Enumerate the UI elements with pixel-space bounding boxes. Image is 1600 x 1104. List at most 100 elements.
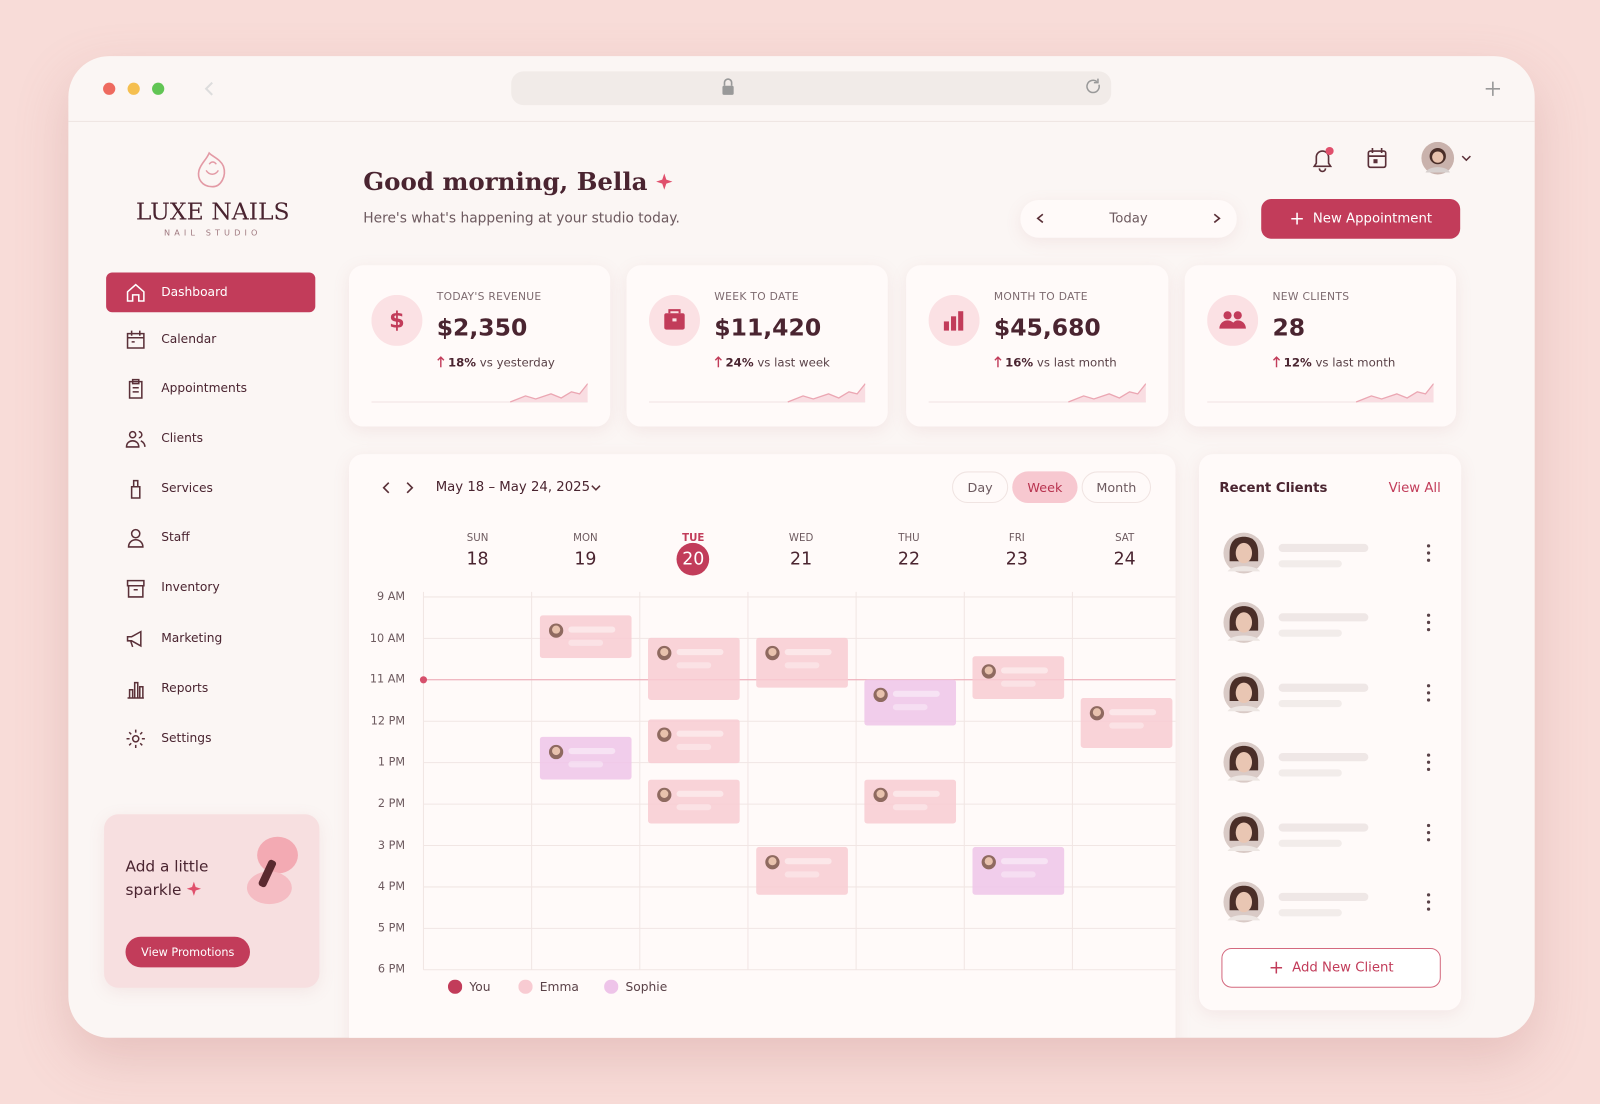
day-date: 22 (897, 548, 921, 570)
nav-item[interactable]: Clients (106, 418, 315, 458)
nav-icon (126, 579, 145, 598)
stat-change-value: 18% (447, 355, 477, 370)
up-arrow (437, 356, 445, 368)
nav-label: Clients (161, 430, 204, 445)
nav-label: Reports (161, 680, 209, 695)
nav-item[interactable]: Inventory (106, 567, 315, 607)
stat-comparison: vs last month (1036, 355, 1117, 370)
stat-label: MONTH TO DATE (993, 290, 1088, 304)
nav-item[interactable]: Calendar (106, 319, 315, 359)
day-date: 21 (790, 548, 813, 570)
new-appointment-button[interactable]: + New Appointment (1261, 198, 1461, 239)
legend-label: Sophie (625, 979, 668, 994)
stat-change: 12% vs last month (1272, 355, 1395, 369)
date-label[interactable]: Today (1109, 211, 1148, 227)
appointment-block (756, 637, 848, 688)
week-arrows[interactable] (377, 480, 426, 496)
logo-icon (197, 151, 226, 188)
appointment-block (972, 656, 1065, 699)
appointment-block (539, 736, 632, 780)
view-promotions-button[interactable]: View Promotions (125, 936, 250, 968)
time-label: 1 PM (377, 755, 406, 769)
view-toggle[interactable]: Month (1081, 471, 1152, 504)
day-date: 23 (1005, 548, 1028, 570)
nav-label: Inventory (161, 579, 220, 594)
nav-label: Dashboard (161, 284, 228, 299)
client-row (1223, 811, 1431, 853)
stat-value: $2,350 (436, 315, 528, 342)
nav-item[interactable]: Marketing (106, 618, 315, 658)
day-name: THU (898, 532, 920, 544)
up-arrow (994, 356, 1002, 368)
stat-label: NEW CLIENTS (1272, 290, 1350, 304)
day-name: TUE (682, 532, 705, 544)
time-label: 4 PM (377, 879, 406, 894)
appointment-block (756, 846, 848, 895)
stat-comparison: vs last month (1315, 355, 1396, 370)
title-bar (68, 71, 1535, 122)
day-name: SAT (1115, 532, 1135, 544)
date-navigator: Today (1020, 199, 1237, 238)
stat-comparison: vs yesterday (479, 355, 555, 370)
stat-value: $45,680 (993, 315, 1101, 342)
add-client-button[interactable]: + Add New Client (1221, 947, 1441, 988)
sparkline (371, 383, 588, 403)
nav-icon (126, 729, 145, 748)
nav-icon (126, 630, 142, 648)
svg-text:$: $ (389, 308, 405, 334)
legend-label: Emma (539, 979, 579, 994)
stat-change-value: 24% (725, 355, 754, 370)
nav-item[interactable]: Settings (106, 718, 315, 758)
stat-change: 16% vs last month (994, 355, 1117, 369)
range-chevron[interactable] (590, 483, 602, 493)
nav-label: Staff (161, 529, 190, 544)
legend-dot (447, 979, 463, 994)
promo-image (246, 836, 298, 905)
prev-day[interactable] (1035, 212, 1047, 224)
view-all-link[interactable]: View All (1388, 480, 1441, 496)
promo-text: Add a little sparkle (125, 857, 209, 899)
time-label: 6 PM (377, 962, 406, 976)
recent-clients-card: Recent Clients View All + Add New Client (1198, 454, 1462, 1011)
stat-card: NEW CLIENTS 28 12% vs last month (1184, 265, 1457, 427)
client-row (1223, 672, 1431, 714)
appointment-block (864, 779, 957, 824)
up-arrow (714, 356, 722, 368)
legend-dot (518, 979, 533, 994)
time-label: 5 PM (377, 921, 406, 935)
browser-window: LUXE NAILS NAIL STUDIO Dashboard Calendar… (68, 56, 1535, 1038)
nav-item[interactable]: Staff (106, 517, 315, 557)
stat-icon (1207, 294, 1259, 346)
header-icons (1312, 141, 1471, 175)
nav-item[interactable]: Services (106, 468, 315, 508)
time-label: 12 PM (370, 714, 406, 728)
nav-icon (125, 430, 146, 448)
view-toggle[interactable]: Week (1012, 471, 1078, 504)
client-row (1223, 881, 1431, 923)
nav-item[interactable]: Reports (106, 668, 315, 708)
nav-icon (126, 283, 145, 302)
nav-icon (127, 681, 144, 699)
appointment-block (972, 846, 1065, 895)
stat-change-value: 16% (1005, 355, 1034, 370)
nav-item[interactable]: Appointments (106, 368, 315, 408)
time-label: 2 PM (377, 796, 406, 811)
nav-item[interactable]: Dashboard (106, 272, 316, 313)
stat-value: 28 (1272, 315, 1306, 342)
day-name: MON (573, 532, 598, 544)
stat-change-value: 12% (1283, 355, 1312, 370)
greeting: Good morning, Bella (363, 166, 673, 196)
view-toggle[interactable]: Day (952, 471, 1009, 504)
next-day[interactable] (1210, 212, 1222, 224)
nav-label: Appointments (161, 380, 248, 395)
week-range[interactable]: May 18 – May 24, 2025 (435, 479, 591, 495)
appointment-block (647, 637, 740, 700)
client-row (1223, 742, 1431, 783)
time-label: 10 AM (369, 631, 406, 645)
stat-label: TODAY'S REVENUE (436, 290, 542, 304)
day-date: 24 (1113, 548, 1136, 570)
stat-change: 18% vs yesterday (437, 355, 555, 369)
stat-card: $ TODAY'S REVENUE $2,350 18% vs yesterday (348, 265, 611, 427)
day-name: SUN (466, 532, 489, 544)
nav-label: Calendar (161, 331, 217, 346)
